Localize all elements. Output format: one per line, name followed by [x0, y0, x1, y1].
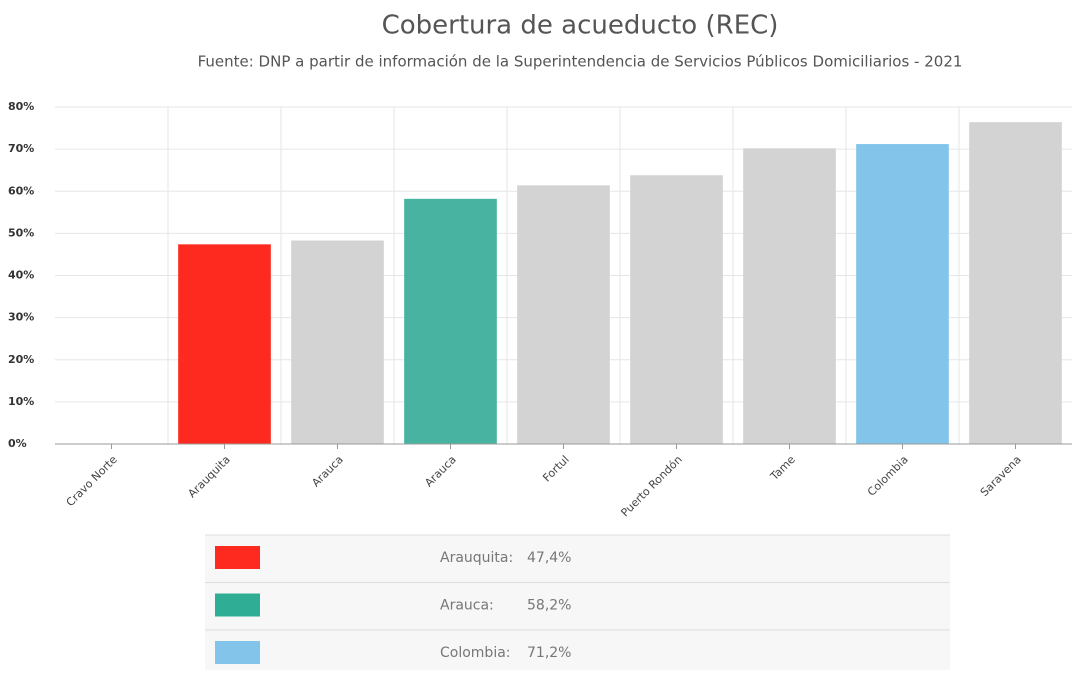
legend-label: Arauquita:	[440, 550, 513, 566]
bar	[630, 175, 723, 444]
legend-row	[205, 582, 950, 630]
legend-value: 71,2%	[527, 645, 571, 661]
legend-swatch	[215, 546, 260, 569]
legend-value: 58,2%	[527, 598, 571, 614]
y-tick-label: 20%	[8, 353, 34, 366]
x-tick-label: Puerto Rondón	[618, 453, 684, 519]
bar	[404, 198, 497, 444]
legend-swatch	[215, 641, 260, 664]
chart-subtitle: Fuente: DNP a partir de información de l…	[198, 53, 963, 71]
y-tick-label: 40%	[8, 269, 34, 282]
legend-row	[205, 535, 950, 583]
x-tick-label: Saravena	[978, 453, 1024, 499]
y-tick-label: 0%	[8, 437, 27, 450]
bar	[517, 185, 610, 445]
bar	[856, 144, 949, 444]
x-tick-label: Tame	[767, 453, 798, 484]
x-tick-label: Arauca	[422, 453, 458, 489]
x-tick-label: Arauquita	[185, 453, 232, 500]
y-tick-label: 60%	[8, 184, 34, 197]
y-tick-label: 10%	[8, 395, 34, 408]
legend-label: Arauca:	[440, 598, 494, 614]
bar	[743, 148, 836, 444]
bar	[969, 122, 1062, 444]
y-tick-label: 80%	[8, 100, 34, 113]
y-tick-label: 30%	[8, 311, 34, 324]
x-tick-label: Fortul	[540, 453, 571, 484]
x-tick-label: Arauca	[309, 453, 345, 489]
x-tick-label: Colombia	[865, 453, 911, 499]
bar	[291, 240, 384, 444]
legend-label: Colombia:	[440, 645, 511, 661]
bar	[178, 244, 271, 444]
legend-value: 47,4%	[527, 550, 571, 566]
y-tick-label: 70%	[8, 142, 34, 155]
y-tick-label: 50%	[8, 226, 34, 239]
legend-row	[205, 630, 950, 674]
legend-swatch	[215, 593, 260, 617]
x-tick-label: Cravo Norte	[64, 453, 120, 509]
chart-title: Cobertura de acueducto (REC)	[382, 11, 779, 41]
